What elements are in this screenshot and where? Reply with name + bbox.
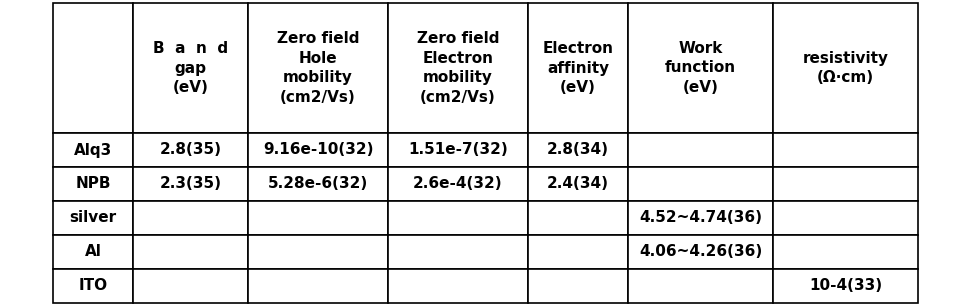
Bar <box>773 201 918 235</box>
Text: ITO: ITO <box>79 278 108 293</box>
Bar <box>628 201 773 235</box>
Bar <box>133 269 248 303</box>
Bar <box>133 167 248 201</box>
Text: Al: Al <box>84 244 101 259</box>
Bar <box>388 3 528 133</box>
Text: Electron
affinity
(eV): Electron affinity (eV) <box>543 41 614 95</box>
Bar <box>628 269 773 303</box>
Bar <box>53 133 133 167</box>
Bar <box>53 3 133 133</box>
Text: 10-4(33): 10-4(33) <box>809 278 882 293</box>
Bar <box>773 235 918 269</box>
Bar <box>248 3 388 133</box>
Bar <box>133 133 248 167</box>
Bar <box>773 269 918 303</box>
Bar <box>528 269 628 303</box>
Bar <box>388 269 528 303</box>
Bar <box>628 235 773 269</box>
Text: Work
function
(eV): Work function (eV) <box>665 41 736 95</box>
Text: 1.51e-7(32): 1.51e-7(32) <box>408 143 508 158</box>
Text: Zero field
Electron
mobility
(cm2/Vs): Zero field Electron mobility (cm2/Vs) <box>417 31 499 105</box>
Bar <box>248 235 388 269</box>
Bar <box>628 3 773 133</box>
Bar <box>528 133 628 167</box>
Text: 2.6e-4(32): 2.6e-4(32) <box>414 177 503 192</box>
Bar <box>528 201 628 235</box>
Bar <box>388 133 528 167</box>
Text: 2.8(35): 2.8(35) <box>159 143 221 158</box>
Text: 2.3(35): 2.3(35) <box>159 177 221 192</box>
Bar <box>248 201 388 235</box>
Bar <box>53 235 133 269</box>
Bar <box>388 201 528 235</box>
Bar <box>628 133 773 167</box>
Text: 2.4(34): 2.4(34) <box>547 177 609 192</box>
Bar <box>773 133 918 167</box>
Bar <box>528 235 628 269</box>
Bar <box>528 3 628 133</box>
Text: 4.52~4.74(36): 4.52~4.74(36) <box>639 211 762 226</box>
Bar <box>53 201 133 235</box>
Bar <box>248 167 388 201</box>
Bar <box>133 235 248 269</box>
Text: 5.28e-6(32): 5.28e-6(32) <box>268 177 368 192</box>
Text: NPB: NPB <box>75 177 111 192</box>
Bar <box>53 269 133 303</box>
Text: B  a  n  d
gap
(eV): B a n d gap (eV) <box>153 41 228 95</box>
Text: 2.8(34): 2.8(34) <box>547 143 609 158</box>
Text: resistivity
(Ω·cm): resistivity (Ω·cm) <box>802 50 888 85</box>
Bar <box>773 3 918 133</box>
Bar <box>388 235 528 269</box>
Text: silver: silver <box>70 211 117 226</box>
Text: 4.06~4.26(36): 4.06~4.26(36) <box>639 244 762 259</box>
Text: Zero field
Hole
mobility
(cm2/Vs): Zero field Hole mobility (cm2/Vs) <box>277 31 359 105</box>
Text: 9.16e-10(32): 9.16e-10(32) <box>263 143 373 158</box>
Bar <box>628 167 773 201</box>
Bar <box>248 133 388 167</box>
Bar <box>248 269 388 303</box>
Bar <box>133 3 248 133</box>
Bar <box>133 201 248 235</box>
Bar <box>388 167 528 201</box>
Text: Alq3: Alq3 <box>74 143 112 158</box>
Bar <box>773 167 918 201</box>
Bar <box>53 167 133 201</box>
Bar <box>528 167 628 201</box>
